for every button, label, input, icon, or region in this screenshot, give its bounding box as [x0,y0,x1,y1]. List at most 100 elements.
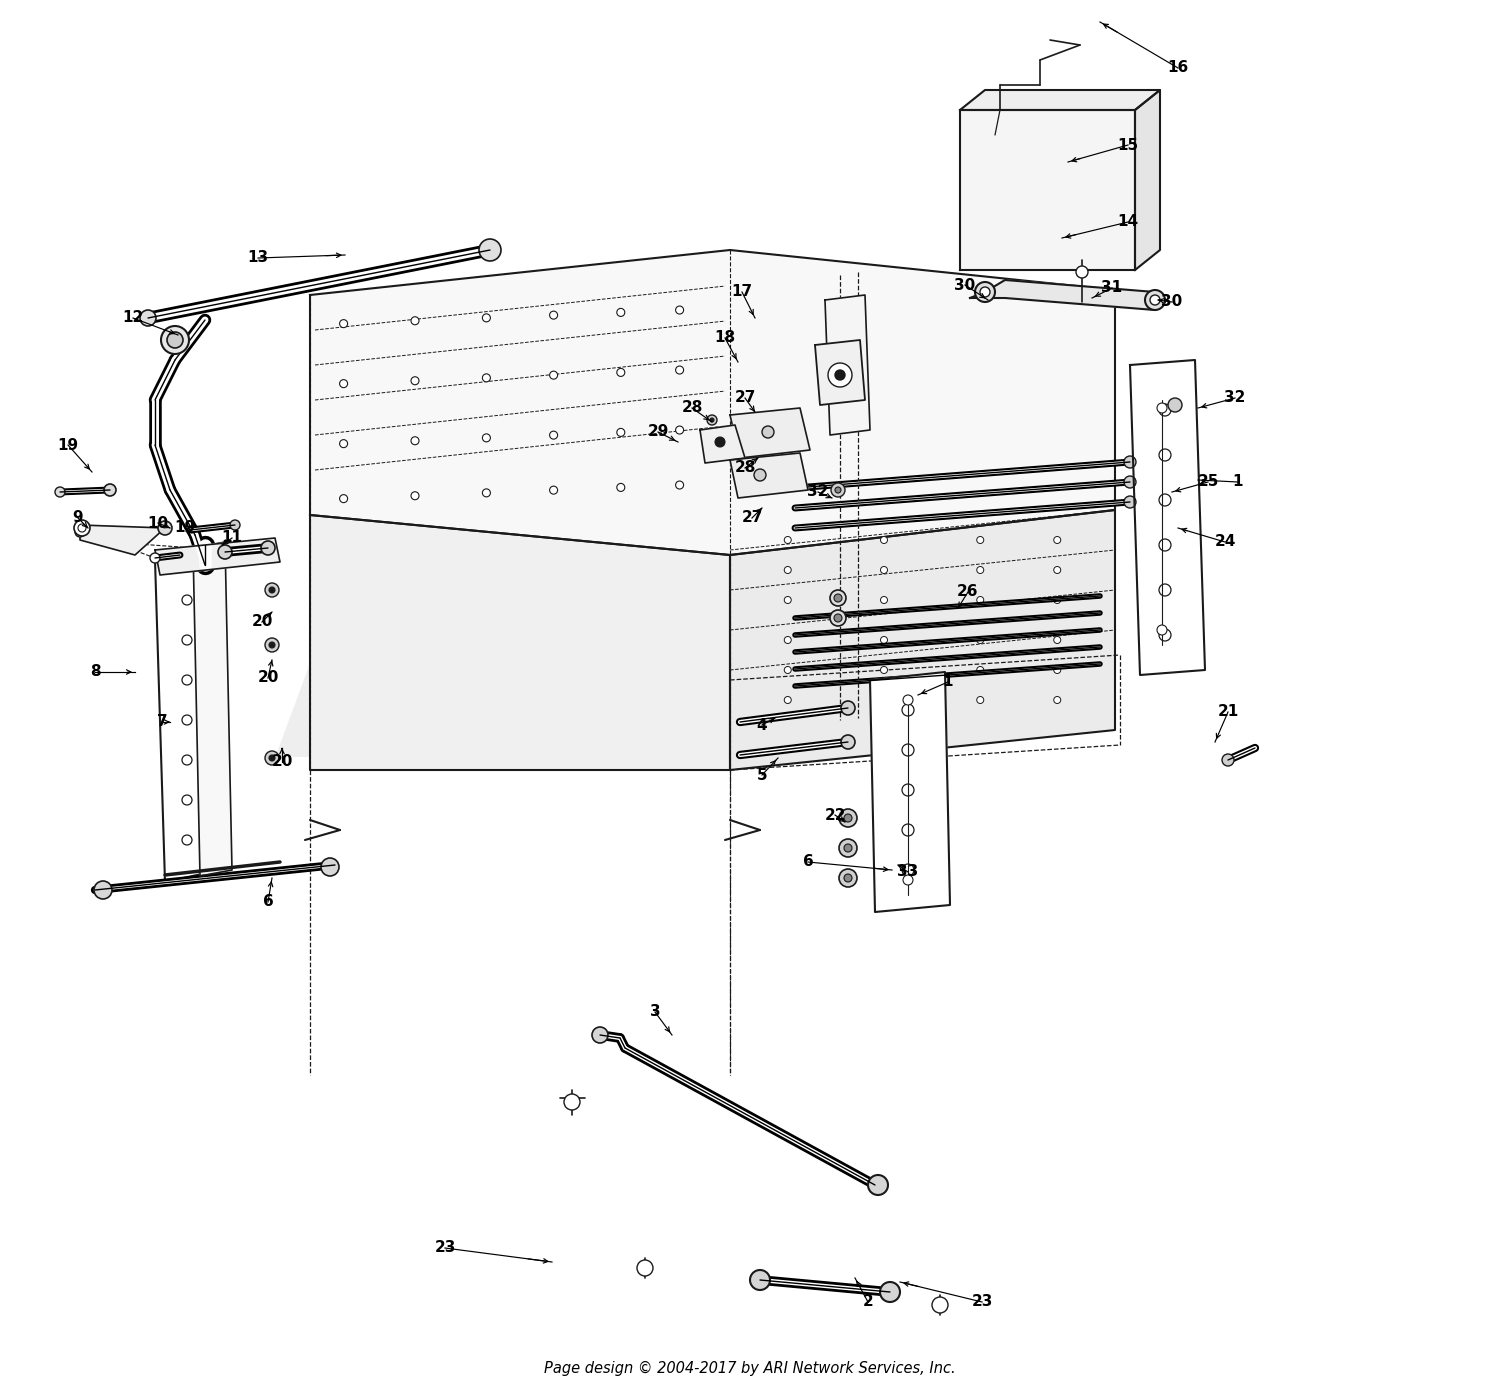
Circle shape [182,794,192,805]
Circle shape [975,282,994,302]
Circle shape [478,239,501,262]
Circle shape [836,370,844,381]
Circle shape [976,696,984,703]
Polygon shape [960,90,1160,109]
Circle shape [158,520,172,536]
Circle shape [150,554,160,563]
Circle shape [182,595,192,605]
Circle shape [839,839,856,857]
Circle shape [411,437,419,444]
Circle shape [140,310,156,327]
Circle shape [616,309,626,317]
Circle shape [902,745,914,756]
Circle shape [1160,628,1172,641]
Circle shape [616,483,626,491]
Polygon shape [960,109,1136,270]
Circle shape [1124,495,1136,508]
Circle shape [266,583,279,597]
Circle shape [483,314,490,322]
Circle shape [268,756,274,761]
Text: 22: 22 [825,807,846,822]
Circle shape [182,675,192,685]
Circle shape [564,1093,580,1110]
Circle shape [549,432,558,439]
Circle shape [902,704,914,716]
Circle shape [1156,403,1167,412]
Circle shape [1160,538,1172,551]
Text: 10: 10 [147,515,168,530]
Polygon shape [194,543,232,876]
Polygon shape [310,251,1114,555]
Circle shape [842,702,855,716]
Circle shape [976,637,984,644]
Text: 29: 29 [648,425,669,440]
Circle shape [880,1282,900,1302]
Text: 21: 21 [1218,704,1239,720]
Circle shape [182,716,192,725]
Circle shape [1222,754,1234,765]
Circle shape [1124,455,1136,468]
Circle shape [411,491,419,500]
Circle shape [1150,295,1160,304]
Polygon shape [730,509,1114,770]
Text: 5: 5 [756,768,768,782]
Polygon shape [80,525,165,555]
Circle shape [483,374,490,382]
Circle shape [549,311,558,320]
Circle shape [836,487,842,493]
Text: 24: 24 [1215,534,1236,549]
Text: 17: 17 [732,285,753,299]
Text: 14: 14 [1118,215,1138,230]
Polygon shape [1136,90,1160,270]
Circle shape [266,752,279,765]
Circle shape [710,418,714,422]
Text: 30: 30 [954,278,975,292]
Polygon shape [730,408,810,458]
Circle shape [266,638,279,652]
Text: 31: 31 [1101,281,1122,296]
Text: 27: 27 [735,390,756,406]
Text: 20: 20 [252,614,273,630]
Polygon shape [815,340,866,406]
Circle shape [880,667,888,674]
Circle shape [750,1271,770,1290]
Circle shape [880,597,888,603]
Circle shape [261,541,274,555]
Text: 25: 25 [1197,475,1218,490]
Circle shape [880,696,888,703]
Circle shape [784,696,792,703]
Circle shape [268,642,274,648]
Circle shape [616,368,626,376]
Circle shape [1156,626,1167,635]
Circle shape [549,486,558,494]
Circle shape [844,844,852,853]
Text: 11: 11 [222,530,243,545]
Text: 6: 6 [262,894,273,909]
Circle shape [339,379,348,388]
Text: 19: 19 [57,437,78,453]
Circle shape [1124,476,1136,489]
Text: 8: 8 [90,664,101,680]
Text: 32: 32 [807,484,828,500]
Text: 23: 23 [435,1240,456,1255]
Circle shape [321,858,339,876]
Circle shape [784,667,792,674]
Circle shape [217,545,232,559]
Circle shape [784,537,792,544]
Circle shape [868,1175,888,1194]
Circle shape [1053,566,1060,573]
Circle shape [339,320,348,328]
Text: 18: 18 [714,331,735,346]
Text: 6: 6 [802,854,813,869]
Circle shape [784,597,792,603]
Circle shape [1160,448,1172,461]
Circle shape [549,371,558,379]
Text: 28: 28 [681,400,702,415]
Circle shape [976,597,984,603]
Circle shape [182,756,192,765]
Circle shape [675,365,684,374]
Circle shape [834,614,842,621]
Polygon shape [154,538,280,574]
Text: 28: 28 [735,461,756,476]
Circle shape [483,489,490,497]
